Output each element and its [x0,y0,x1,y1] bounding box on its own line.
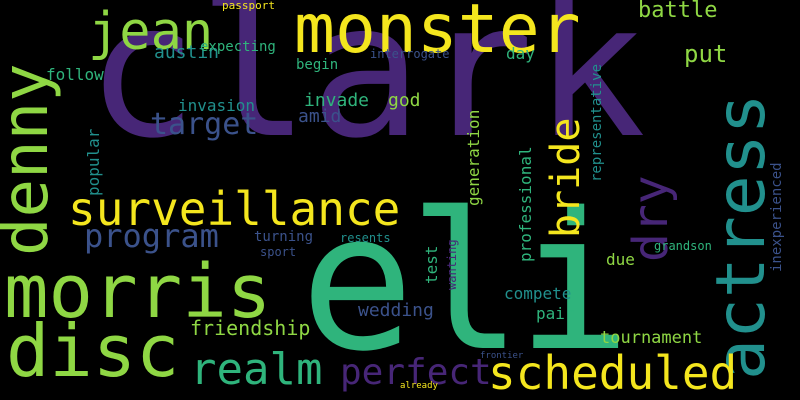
word-representative: representative [589,63,605,182]
word-put: put [684,40,728,68]
word-jean: jean [88,2,214,62]
word-invade: invade [304,90,370,111]
word-due: due [606,250,635,269]
word-turning: turning [254,229,314,245]
word-popular: popular [84,128,103,196]
word-already: already [400,381,438,391]
word-test: test [422,245,441,284]
word-austin: austin [154,42,220,63]
word-perfect: perfect [340,352,492,393]
word-denny: denny [0,63,63,256]
word-amid: amid [298,106,342,127]
word-clark: clark [86,0,646,179]
word-frontier: frontier [480,351,524,361]
word-interrogate: interrogate [370,47,450,61]
word-eli: eli [300,172,631,393]
word-surveillance: surveillance [68,182,401,236]
word-realm: realm [190,344,323,395]
word-sport: sport [260,245,297,259]
word-wedding: wedding [358,300,434,321]
word-god: god [388,90,421,111]
word-pair: pair [536,304,575,323]
word-program: program [84,217,219,255]
word-compete: compete [504,284,572,303]
word-wanting: wanting [445,239,459,290]
word-bride: bride [543,117,589,238]
word-expecting: expecting [200,39,276,55]
word-morris: morris [4,249,272,335]
word-target: target [150,107,259,142]
word-scheduled: scheduled [488,346,738,400]
word-inexperienced: inexperienced [769,162,785,272]
word-follow: follow [46,65,104,84]
word-actress: actress [702,93,781,380]
word-tournament: tournament [600,328,703,348]
word-professional: professional [516,146,535,262]
word-battle: battle [638,0,718,23]
word-generation: generation [464,109,483,206]
word-friendship: friendship [190,316,311,340]
word-resents: resents [340,231,391,245]
word-invasion: invasion [178,96,256,115]
word-grandson: grandson [654,239,712,253]
word-monster: monster [294,0,581,69]
word-begin: begin [296,57,339,73]
word-disc: disc [6,309,180,393]
word-passport: passport [222,0,275,12]
word-day: day [506,44,535,63]
